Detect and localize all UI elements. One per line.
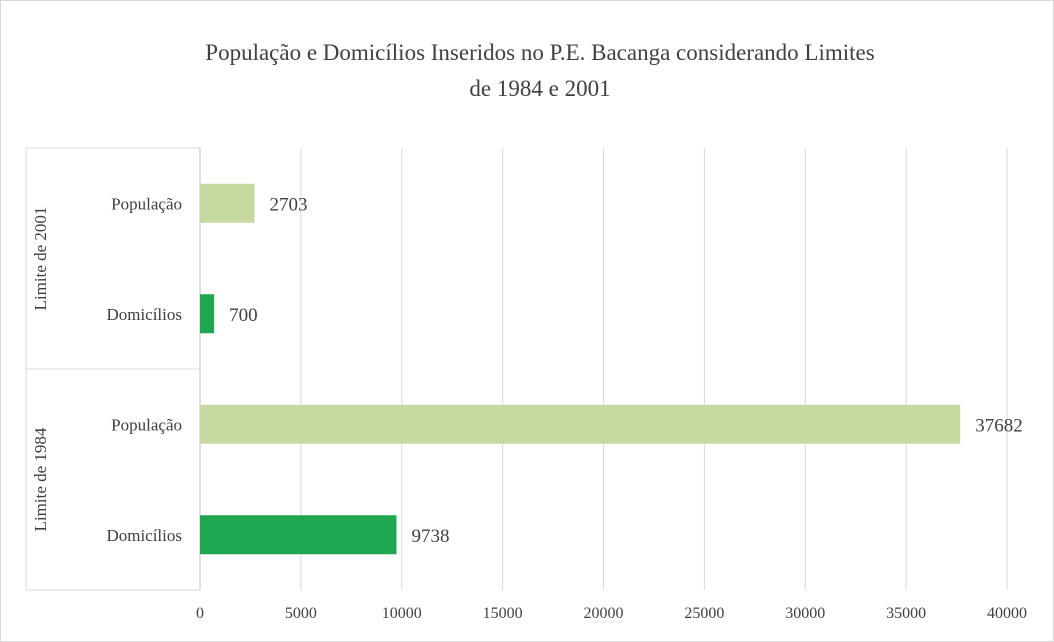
data-label: 9738: [411, 526, 449, 547]
x-tick-label: 10000: [382, 605, 422, 622]
x-tick-label: 0: [196, 605, 204, 622]
group-label: Limite de 1984: [31, 427, 50, 531]
data-label: 37682: [975, 415, 1023, 436]
x-tick-label: 25000: [684, 605, 724, 622]
data-label: 2703: [270, 194, 308, 215]
bar: [200, 515, 397, 555]
bars: 2703 700 37682 9738: [200, 183, 1023, 555]
bar: [200, 294, 215, 334]
bar: [200, 404, 961, 444]
chart-title-line-2: de 1984 e 2001: [469, 76, 610, 101]
x-tick-label: 40000: [987, 605, 1027, 622]
category-label: Domicílios: [106, 526, 182, 545]
group-label: Limite de 2001: [31, 207, 50, 311]
chart-title-line-1: População e Domicílios Inseridos no P.E.…: [205, 40, 874, 65]
x-tick-label: 35000: [886, 605, 926, 622]
data-label: 700: [229, 305, 258, 326]
category-label: Domicílios: [106, 305, 182, 324]
x-tick-label: 30000: [785, 605, 825, 622]
x-axis-ticks: 0 5000 10000 15000 20000 25000 30000 35000 40000: [196, 605, 1027, 622]
x-tick-label: 5000: [285, 605, 317, 622]
x-tick-label: 15000: [483, 605, 523, 622]
x-tick-label: 20000: [584, 605, 624, 622]
category-label: População: [111, 415, 182, 434]
bar: [200, 183, 255, 223]
category-label: População: [111, 194, 182, 213]
